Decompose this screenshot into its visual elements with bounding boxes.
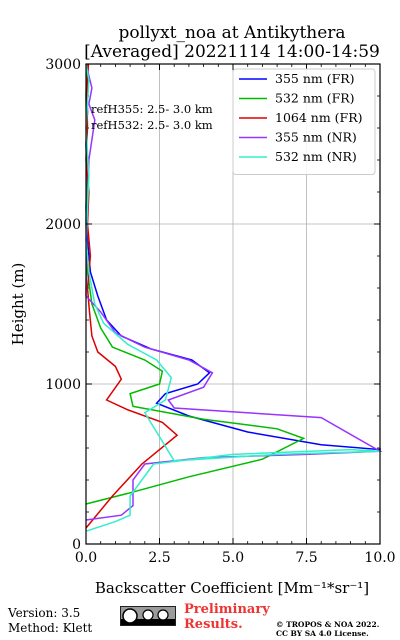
cc-icon [122,608,138,624]
footer-info: Version: 3.5 Method: Klett [8,606,92,636]
by-icon [157,609,169,621]
plot-area: 0.0 2.5 5.0 7.5 10.0 0 1000 2000 3000 refH355: 2.… [45,57,395,566]
legend-label: 355 nm (NR) [275,130,357,145]
x-tick-label: 5.0 [222,550,244,566]
legend-label: 1064 nm (FR) [275,110,363,125]
chart-figure: pollyxt_noa at Antikythera [Averaged] 20… [9,23,396,597]
y-tick-label: 1000 [45,377,81,393]
series-line [85,63,381,532]
chart-subtitle: [Averaged] 20221114 14:00-14:59 [84,42,380,62]
x-axis-label: Backscatter Coefficient [Mm⁻¹*sr⁻¹] [95,579,369,597]
legend-label: 532 nm (NR) [275,149,357,164]
reference-height-annotation: refH532: 2.5- 3.0 km [91,118,213,132]
legend-label: 355 nm (FR) [275,71,355,86]
series-line [85,63,179,529]
x-tick-label: 2.5 [148,550,170,566]
copyright-notice: © TROPOS & NOA 2022. CC BY SA 4.0 Licens… [276,620,379,638]
x-tick-label: 7.5 [295,550,317,566]
y-axis-label: Height (m) [9,263,27,346]
copyright-line-1: © TROPOS & NOA 2022. [276,620,380,629]
legend-box [232,68,376,175]
method-text: Method: Klett [8,621,93,635]
preliminary-notice: Preliminary Results. [184,602,270,632]
cc-license-badge [120,606,176,626]
legend-label: 532 nm (FR) [275,91,355,106]
y-tick-label: 2000 [45,217,81,233]
info-icon [142,609,154,621]
x-tick-label: 10.0 [364,550,395,566]
y-tick-label: 0 [72,537,81,553]
version-text: Version: 3.5 [8,606,81,620]
chart-title: pollyxt_noa at Antikythera [118,23,345,43]
y-tick-label: 3000 [45,57,81,73]
preliminary-line-1: Preliminary [184,602,270,617]
reference-height-annotation: refH355: 2.5- 3.0 km [91,102,213,116]
copyright-line-2: CC BY SA 4.0 License. [276,629,369,638]
cc-badge-graphic [121,608,175,625]
x-tick-label: 0.0 [75,550,97,566]
preliminary-line-2: Results. [184,617,243,632]
series-line [85,63,383,521]
